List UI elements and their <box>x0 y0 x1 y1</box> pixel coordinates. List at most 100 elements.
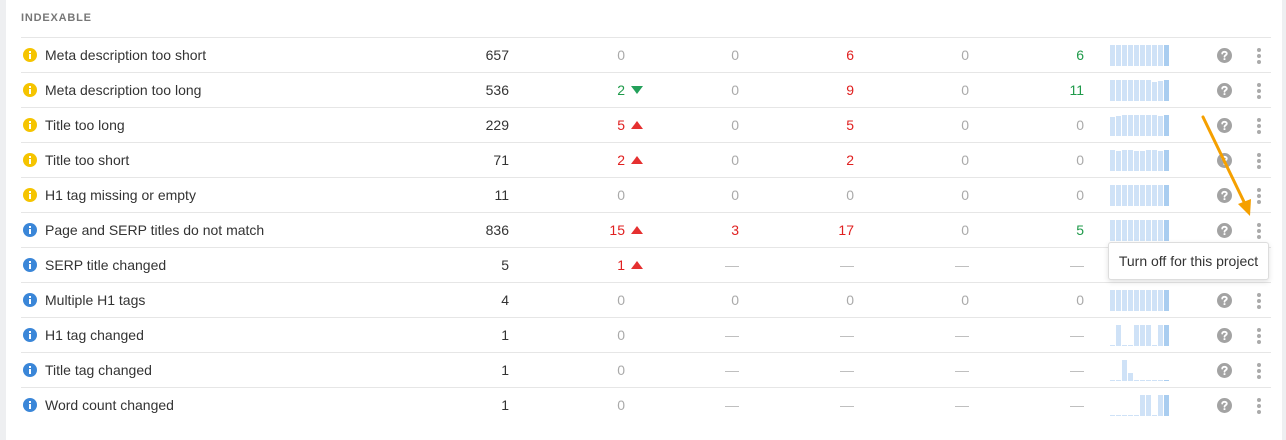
cell-value: 0 <box>731 47 739 63</box>
cell-value[interactable]: 836 <box>485 222 509 238</box>
help-icon[interactable] <box>1217 188 1232 203</box>
cell-value[interactable]: 5 <box>617 117 625 133</box>
table-row[interactable]: Word count changed 1 0 — — — — <box>21 387 1271 422</box>
issue-name[interactable]: SERP title changed <box>45 257 167 273</box>
table-row[interactable]: H1 tag missing or empty 11 0 0 0 0 0 <box>21 177 1271 212</box>
help-icon[interactable] <box>1217 363 1232 378</box>
issue-name[interactable]: H1 tag missing or empty <box>45 187 196 203</box>
more-options-icon[interactable] <box>1257 83 1261 99</box>
tooltip-turn-off[interactable]: Turn off for this project <box>1108 242 1269 280</box>
trend-bar <box>1116 80 1121 101</box>
cell-value[interactable]: 229 <box>485 117 509 133</box>
table-row[interactable]: Meta description too short 657 0 0 6 0 6 <box>21 37 1271 72</box>
more-options-icon[interactable] <box>1257 153 1261 169</box>
trend-bar <box>1122 220 1127 241</box>
help-icon[interactable] <box>1217 293 1232 308</box>
trend-bar <box>1122 45 1127 66</box>
trend-bar <box>1128 290 1133 311</box>
cell-value: 5 <box>846 117 854 133</box>
issue-name[interactable]: Title tag changed <box>45 362 152 378</box>
issue-name[interactable]: H1 tag changed <box>45 327 144 343</box>
cell-value[interactable]: 1 <box>501 397 509 413</box>
more-options-icon[interactable] <box>1257 293 1261 309</box>
table-row[interactable]: Meta description too long 536 2 0 9 0 11 <box>21 72 1271 107</box>
cell-value[interactable]: 2 <box>617 152 625 168</box>
issue-name[interactable]: Word count changed <box>45 397 174 413</box>
trend-bar <box>1110 45 1115 66</box>
table-row[interactable]: Page and SERP titles do not match 836 15 3 1… <box>21 212 1271 247</box>
more-options-icon[interactable] <box>1257 328 1261 344</box>
cell-value[interactable]: 0 <box>617 397 625 413</box>
more-options-icon[interactable] <box>1257 363 1261 379</box>
help-icon[interactable] <box>1217 223 1232 238</box>
cell-value: 0 <box>731 152 739 168</box>
more-options-icon[interactable] <box>1257 118 1261 134</box>
cell-value: — <box>725 327 739 343</box>
trend-bar <box>1116 290 1121 311</box>
cell-value[interactable]: 15 <box>609 222 625 238</box>
issue-name[interactable]: Title too long <box>45 117 125 133</box>
cell-value: — <box>1070 397 1084 413</box>
arrow-up-icon <box>631 156 643 164</box>
table-row[interactable]: Title too long 229 5 0 5 0 0 <box>21 107 1271 142</box>
help-icon[interactable] <box>1217 48 1232 63</box>
warning-icon <box>23 118 37 132</box>
trend-bar <box>1122 80 1127 101</box>
cell-value[interactable]: 71 <box>493 152 509 168</box>
table-row[interactable]: Multiple H1 tags 4 0 0 0 0 0 <box>21 282 1271 317</box>
trend-bar <box>1122 290 1127 311</box>
cell-value[interactable]: 0 <box>617 327 625 343</box>
cell-value[interactable]: 0 <box>617 292 625 308</box>
help-icon[interactable] <box>1217 118 1232 133</box>
cell-value[interactable]: 1 <box>501 327 509 343</box>
cell-value: — <box>1070 327 1084 343</box>
cell-value[interactable]: 4 <box>501 292 509 308</box>
issue-name[interactable]: Meta description too long <box>45 82 202 98</box>
cell-value[interactable]: 2 <box>617 82 625 98</box>
trend-bar <box>1110 220 1115 241</box>
trend-bar <box>1158 380 1163 381</box>
help-icon[interactable] <box>1217 153 1232 168</box>
cell-value[interactable]: 0 <box>617 362 625 378</box>
issue-name[interactable]: Title too short <box>45 152 130 168</box>
section-title: INDEXABLE <box>21 12 92 24</box>
trend-bar <box>1152 185 1157 206</box>
cell-value[interactable]: 5 <box>501 257 509 273</box>
trend-bar <box>1140 220 1145 241</box>
issue-name[interactable]: Page and SERP titles do not match <box>45 222 265 238</box>
cell-value: 0 <box>1076 117 1084 133</box>
trend-bar <box>1128 185 1133 206</box>
more-options-icon[interactable] <box>1257 48 1261 64</box>
cell-value[interactable]: 0 <box>617 187 625 203</box>
cell-value[interactable]: 0 <box>617 47 625 63</box>
more-options-icon[interactable] <box>1257 398 1261 414</box>
trend-sparkline <box>1110 150 1172 171</box>
table-row[interactable]: Title tag changed 1 0 — — — — <box>21 352 1271 387</box>
trend-bar <box>1128 45 1133 66</box>
cell-value[interactable]: 1 <box>617 257 625 273</box>
issue-name[interactable]: Multiple H1 tags <box>45 292 146 308</box>
table-row[interactable]: Title too short 71 2 0 2 0 0 <box>21 142 1271 177</box>
table-row[interactable]: H1 tag changed 1 0 — — — — <box>21 317 1271 352</box>
arrow-up-icon <box>631 121 643 129</box>
help-icon[interactable] <box>1217 328 1232 343</box>
arrow-up-icon <box>631 261 643 269</box>
trend-sparkline <box>1110 115 1172 136</box>
trend-bar <box>1152 345 1157 346</box>
trend-bar <box>1146 185 1151 206</box>
more-options-icon[interactable] <box>1257 223 1261 239</box>
cell-value[interactable]: 11 <box>494 187 509 203</box>
table-row[interactable]: SERP title changed 5 1 — — — — <box>21 247 1271 282</box>
trend-sparkline <box>1110 325 1172 346</box>
trend-bar <box>1146 45 1151 66</box>
cell-value[interactable]: 536 <box>485 82 509 98</box>
help-icon[interactable] <box>1217 83 1232 98</box>
cell-value: 0 <box>1076 292 1084 308</box>
trend-sparkline <box>1110 185 1172 206</box>
help-icon[interactable] <box>1217 398 1232 413</box>
cell-value[interactable]: 657 <box>485 47 509 63</box>
cell-value[interactable]: 1 <box>501 362 509 378</box>
more-options-icon[interactable] <box>1257 188 1261 204</box>
trend-bar <box>1152 220 1157 241</box>
issue-name[interactable]: Meta description too short <box>45 47 207 63</box>
